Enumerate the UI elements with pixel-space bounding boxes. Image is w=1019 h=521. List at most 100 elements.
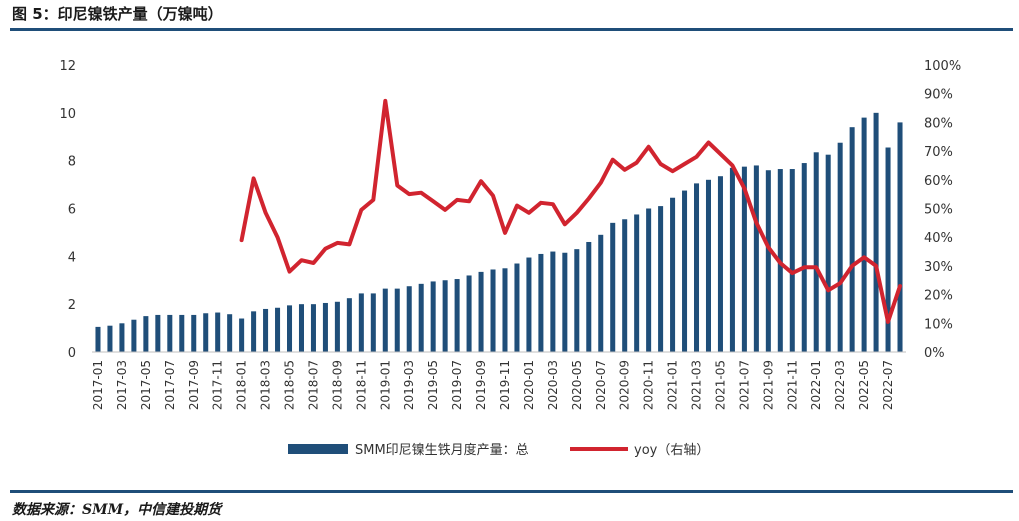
y-left-tick-label: 4	[68, 250, 76, 265]
bar-series	[95, 112, 903, 353]
bar	[634, 214, 640, 352]
legend-bar-label: SMM印尼镍生铁月度产量：总	[355, 442, 529, 458]
bar	[813, 152, 819, 352]
x-tick-label: 2022-03	[833, 360, 847, 410]
bar	[622, 219, 628, 352]
bar	[478, 271, 484, 352]
chart-title: 图 5：印尼镍铁产量（万镍吨）	[12, 5, 223, 23]
bar	[107, 325, 113, 352]
x-tick-label: 2020-05	[570, 360, 584, 410]
y-right-tick-label: 100%	[924, 59, 961, 74]
x-tick-label: 2017-03	[115, 360, 129, 410]
y-right-tick-label: 90%	[924, 88, 953, 103]
bar	[394, 288, 400, 352]
y-left-tick-label: 12	[59, 59, 76, 74]
source-note: 数据来源：SMM，中信建投期货	[12, 502, 222, 518]
legend: SMM印尼镍生铁月度产量：总 yoy（右轴）	[288, 442, 709, 458]
bar	[586, 241, 592, 352]
y-left-tick-label: 0	[68, 346, 76, 361]
x-tick-label: 2022-07	[881, 360, 895, 410]
x-tick-label: 2019-07	[450, 360, 464, 410]
bar	[382, 288, 388, 352]
bar	[370, 293, 376, 352]
bar	[646, 208, 652, 352]
bar	[753, 165, 759, 352]
x-tick-label: 2019-01	[378, 360, 392, 410]
bar	[526, 257, 532, 352]
bar	[801, 163, 807, 352]
y-right-tick-label: 10%	[924, 317, 953, 332]
bottom-rule	[10, 490, 1013, 493]
bar	[682, 190, 688, 352]
x-tick-label: 2021-03	[690, 360, 704, 410]
bar	[741, 166, 747, 352]
x-tick-label: 2018-11	[354, 360, 368, 410]
y-right-tick-label: 0%	[924, 346, 945, 361]
bar	[729, 167, 735, 352]
x-tick-label: 2020-03	[546, 360, 560, 410]
y-right-tick-label: 30%	[924, 260, 953, 275]
y-right-tick-label: 20%	[924, 289, 953, 304]
bar	[239, 318, 245, 352]
bar	[658, 206, 664, 352]
x-tick-label: 2020-07	[594, 360, 608, 410]
bar	[358, 293, 364, 352]
bar	[550, 251, 556, 352]
bar	[562, 252, 568, 352]
x-tick-label: 2019-11	[498, 360, 512, 410]
x-tick-label: 2021-07	[737, 360, 751, 410]
bar	[717, 176, 723, 352]
x-tick-label: 2018-05	[283, 360, 297, 410]
x-tick-label: 2021-05	[713, 360, 727, 410]
bar	[670, 197, 676, 352]
bar	[538, 253, 544, 352]
bar	[514, 263, 520, 352]
bar	[191, 314, 197, 352]
bar	[215, 312, 221, 352]
x-tick-label: 2019-03	[402, 360, 416, 410]
x-axis: 2017-01 2017-03 2017-05 2017-07 2017-09 2017-…	[91, 360, 895, 410]
y-right-axis: 0% 10% 20% 30% 40% 50% 60% 70% 80% 90% 100%	[924, 59, 961, 361]
bar	[143, 316, 149, 352]
bar	[346, 298, 352, 352]
y-left-tick-label: 2	[68, 298, 76, 313]
bar	[203, 313, 209, 352]
bar	[418, 283, 424, 352]
bar	[466, 275, 472, 352]
bar	[167, 314, 173, 352]
x-tick-label: 2017-11	[211, 360, 225, 410]
bar	[298, 304, 304, 352]
x-tick-label: 2018-07	[306, 360, 320, 410]
bar	[825, 154, 831, 352]
yoy-line	[239, 98, 902, 324]
x-tick-label: 2018-01	[235, 360, 249, 410]
bar	[275, 307, 281, 352]
y-left-axis: 0 2 4 6 8 10 12	[59, 59, 76, 361]
x-tick-label: 2020-01	[522, 360, 536, 410]
bar	[861, 117, 867, 352]
y-left-tick-label: 10	[59, 107, 76, 122]
bar	[598, 234, 604, 352]
x-tick-label: 2018-09	[330, 360, 344, 410]
bar	[789, 169, 795, 352]
bar	[263, 308, 269, 352]
bar	[574, 249, 580, 352]
bar	[490, 269, 496, 352]
x-tick-label: 2019-05	[426, 360, 440, 410]
x-tick-label: 2022-01	[809, 360, 823, 410]
bar	[287, 305, 293, 352]
bar	[227, 314, 233, 352]
bar	[251, 311, 257, 352]
x-tick-label: 2017-09	[187, 360, 201, 410]
x-tick-label: 2017-01	[91, 360, 105, 410]
bar	[849, 127, 855, 352]
bar	[765, 170, 771, 352]
legend-bar-swatch	[288, 444, 348, 454]
bar	[705, 179, 711, 352]
bar	[873, 112, 879, 352]
y-left-tick-label: 6	[68, 203, 76, 218]
bar	[95, 326, 101, 352]
x-tick-label: 2021-11	[785, 360, 799, 410]
bar	[310, 304, 316, 352]
